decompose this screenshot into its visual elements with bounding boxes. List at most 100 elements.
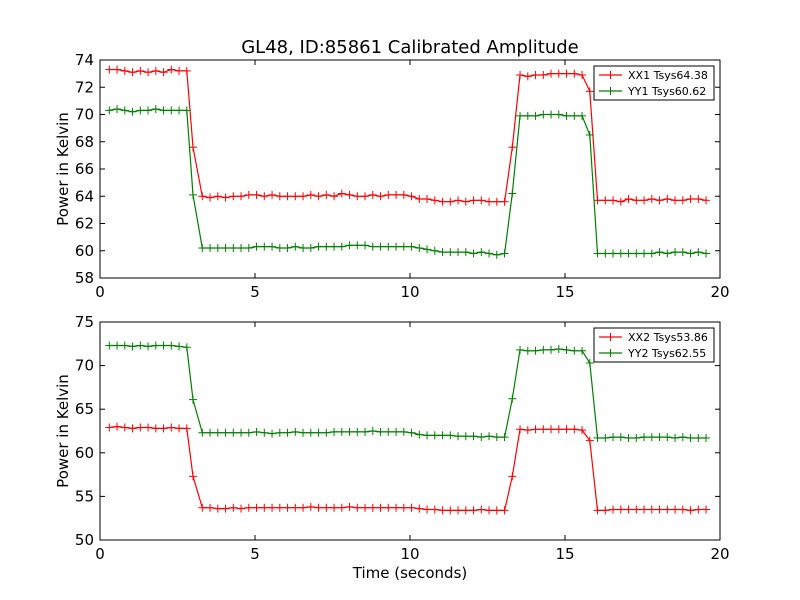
data-point	[570, 111, 579, 120]
data-point	[144, 106, 153, 115]
data-point	[167, 106, 176, 115]
data-point	[330, 192, 339, 201]
data-point	[477, 196, 486, 205]
data-point	[376, 503, 385, 512]
data-point	[686, 433, 695, 442]
data-point	[252, 427, 261, 436]
data-point	[547, 110, 556, 119]
data-point	[392, 503, 401, 512]
y-tick-label: 55	[75, 487, 94, 505]
data-point	[113, 65, 122, 74]
data-point	[260, 242, 269, 251]
data-point	[283, 192, 292, 201]
data-point	[330, 427, 339, 436]
data-point	[678, 196, 687, 205]
data-point	[609, 249, 618, 258]
data-point	[407, 428, 416, 437]
y-tick-label: 74	[75, 51, 94, 69]
data-point	[384, 242, 393, 251]
data-point	[570, 69, 579, 78]
data-point	[345, 241, 354, 250]
data-point	[260, 503, 269, 512]
data-point	[570, 425, 579, 434]
data-point	[694, 433, 703, 442]
data-point	[547, 425, 556, 434]
data-point	[562, 425, 571, 434]
data-point	[655, 505, 664, 514]
data-point	[446, 506, 455, 515]
data-point	[554, 69, 563, 78]
y-tick-label: 64	[75, 187, 94, 205]
data-point	[647, 194, 656, 203]
data-point	[640, 249, 649, 258]
data-point	[632, 249, 641, 258]
data-point	[299, 428, 308, 437]
data-point	[237, 504, 246, 513]
data-point	[213, 244, 222, 253]
data-point	[454, 196, 463, 205]
data-point	[477, 433, 486, 442]
top-panel: 0 5 10 15 20 58 60 62 64 66 68 70 72 74 Power in Kelvi…	[54, 51, 730, 301]
data-point	[229, 428, 238, 437]
y-tick-label: 70	[75, 106, 94, 124]
legend-label: XX1 Tsys64.38	[628, 69, 708, 82]
data-point	[609, 505, 618, 514]
data-point	[686, 194, 695, 203]
data-point	[268, 503, 277, 512]
data-point	[167, 65, 176, 74]
y-axis-label: Power in Kelvin	[54, 374, 72, 488]
data-point	[647, 249, 656, 258]
data-point	[361, 427, 370, 436]
bottom-panel: 0 5 10 15 20 50 55 60 65 70 75 Power in Kelvin XX2 T…	[54, 313, 730, 563]
data-point	[206, 428, 215, 437]
data-point	[454, 432, 463, 441]
data-point	[322, 428, 331, 437]
data-point	[508, 189, 517, 198]
data-point	[516, 70, 525, 79]
data-point	[624, 194, 633, 203]
data-point	[167, 341, 176, 350]
series-green	[105, 341, 711, 442]
data-point	[547, 69, 556, 78]
data-point	[585, 130, 594, 139]
data-point	[640, 196, 649, 205]
data-point	[477, 505, 486, 514]
data-point	[368, 190, 377, 199]
data-point	[345, 427, 354, 436]
data-point	[206, 244, 215, 253]
data-point	[671, 505, 680, 514]
legend-label: YY1 Tsys60.62	[627, 85, 706, 98]
data-point	[415, 244, 424, 253]
data-point	[423, 431, 432, 440]
data-point	[376, 427, 385, 436]
data-point	[616, 433, 625, 442]
data-point	[306, 502, 315, 511]
data-point	[423, 194, 432, 203]
data-point	[376, 242, 385, 251]
series-red	[105, 422, 711, 515]
data-point	[485, 506, 494, 515]
x-tick-label: 15	[555, 283, 574, 301]
data-point	[415, 430, 424, 439]
data-point	[593, 196, 602, 205]
data-point	[283, 503, 292, 512]
data-point	[392, 242, 401, 251]
y-tick-label: 66	[75, 160, 94, 178]
data-point	[539, 345, 548, 354]
data-point	[578, 111, 587, 120]
data-point	[632, 505, 641, 514]
data-point	[399, 190, 408, 199]
data-point	[120, 341, 129, 350]
data-point	[516, 345, 525, 354]
y-tick-label: 70	[75, 357, 94, 375]
data-point	[376, 192, 385, 201]
data-point	[151, 105, 160, 114]
data-point	[353, 241, 362, 250]
data-point	[585, 87, 594, 96]
data-point	[446, 197, 455, 206]
data-point	[601, 249, 610, 258]
data-point	[423, 505, 432, 514]
data-point	[663, 194, 672, 203]
y-tick-label: 60	[75, 444, 94, 462]
data-point	[198, 192, 207, 201]
